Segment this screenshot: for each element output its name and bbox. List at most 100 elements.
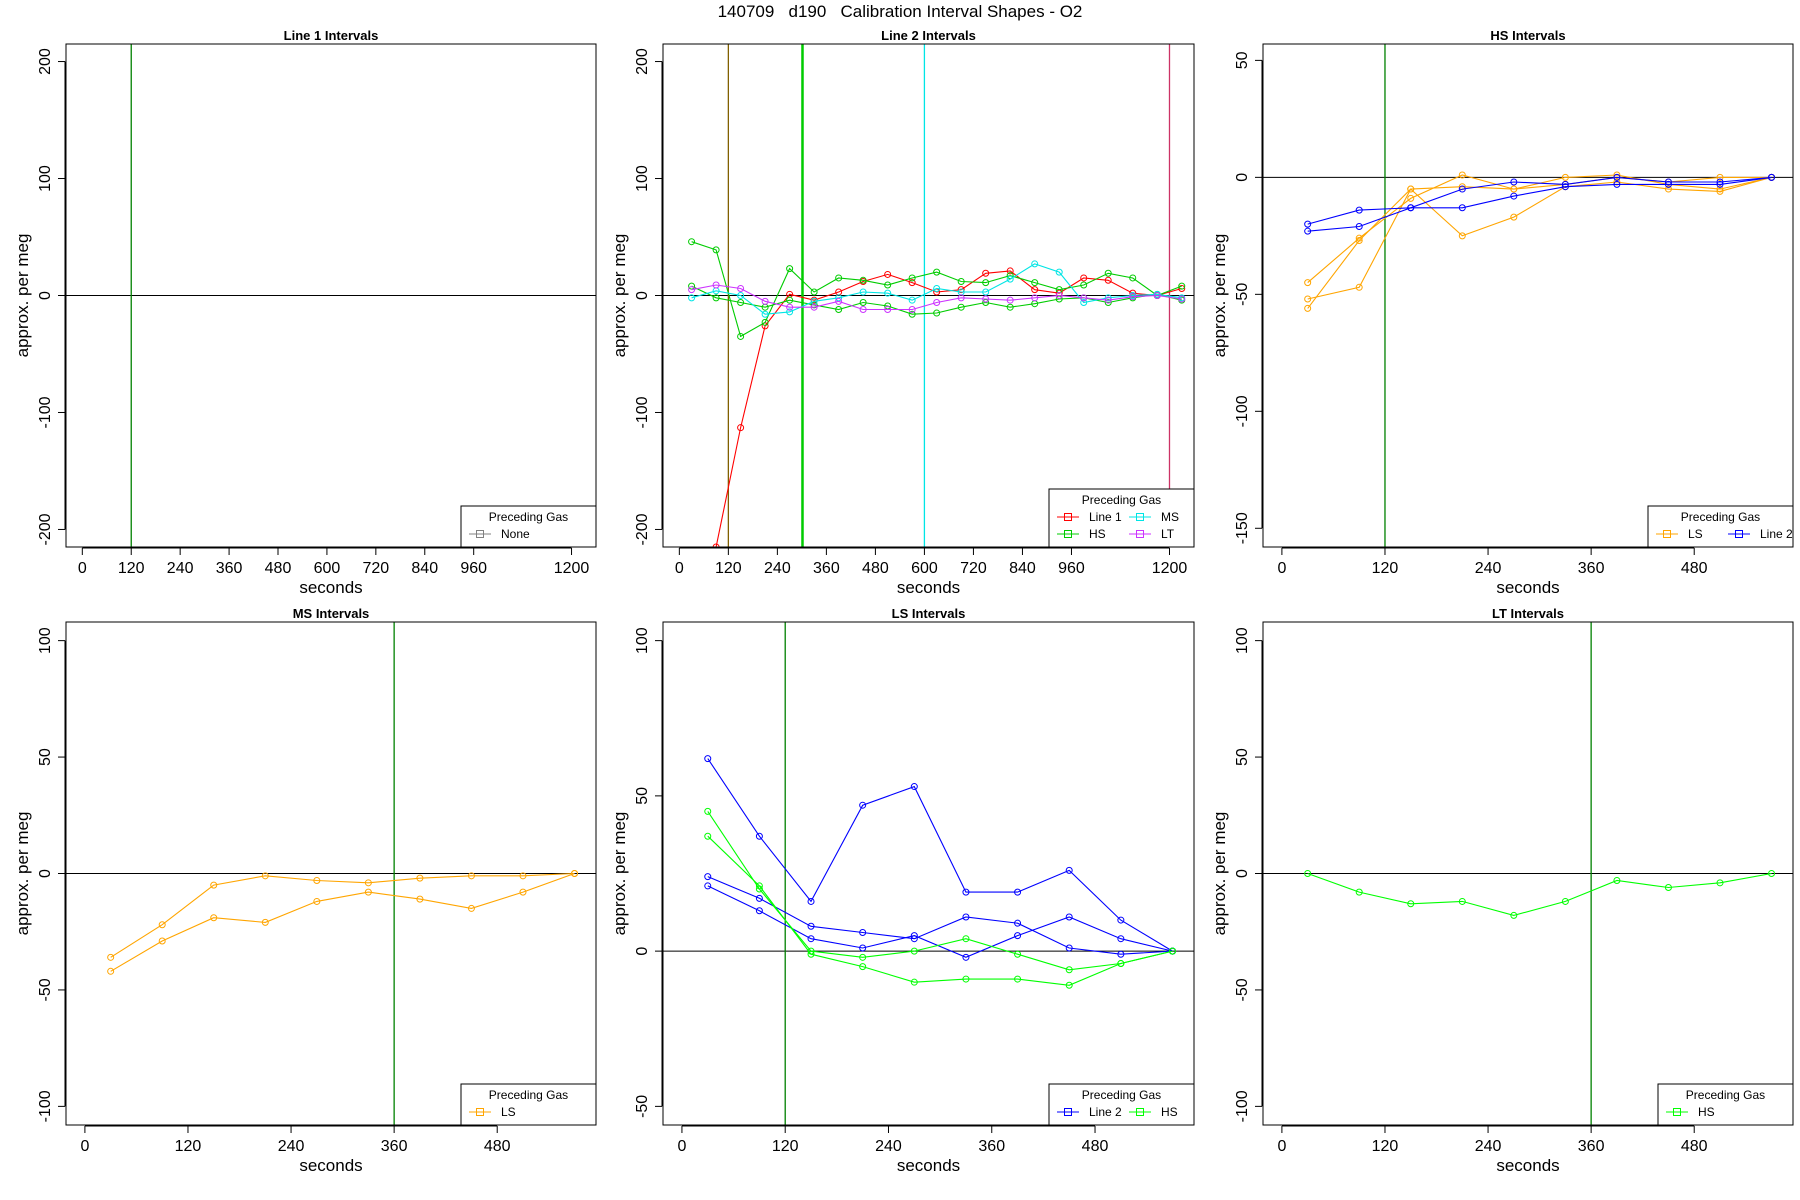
data-point (835, 306, 843, 314)
data-point (807, 897, 815, 905)
data-point (1065, 944, 1073, 952)
legend: Preceding Gas Line 1 MS HS LT (1048, 488, 1195, 548)
data-point (1716, 173, 1724, 181)
series-line (715, 270, 1182, 547)
x-tick-label: 360 (216, 560, 243, 577)
data-point (1613, 171, 1621, 179)
data-point (1664, 883, 1672, 891)
legend-swatch-marker (1735, 530, 1743, 538)
data-point (1080, 274, 1088, 282)
data-point (859, 953, 867, 961)
x-tick-label: 0 (675, 560, 684, 577)
data-point (761, 310, 769, 318)
data-point (261, 872, 269, 880)
data-point (1304, 279, 1312, 287)
legend: Preceding Gas None (460, 505, 597, 548)
y-tick-label: 0 (1234, 173, 1251, 182)
series-group (1304, 870, 1776, 919)
data-point (1716, 879, 1724, 887)
y-tick-label: -50 (634, 1095, 651, 1118)
legend-box (460, 505, 597, 548)
series-line (691, 284, 1182, 311)
data-point (884, 306, 892, 314)
data-point (1768, 173, 1776, 181)
data-point (908, 296, 916, 304)
data-point (1006, 303, 1014, 311)
data-point (1510, 192, 1518, 200)
y-tick-label: -50 (1234, 978, 1251, 1001)
data-point (1613, 876, 1621, 884)
legend-box (460, 1083, 597, 1126)
series-line (1307, 176, 1772, 300)
data-point (712, 294, 720, 302)
plot-frame (662, 621, 1195, 1126)
data-point (807, 935, 815, 943)
data-point (1055, 292, 1063, 299)
series-group (688, 238, 1186, 547)
chart-title: LS Intervals (892, 606, 966, 621)
x-tick-label: 600 (314, 560, 341, 577)
data-point (261, 918, 269, 926)
data-point (933, 299, 941, 307)
y-tick-label: -200 (37, 513, 54, 545)
x-tick-label: 480 (1681, 1138, 1708, 1155)
data-point (1355, 237, 1363, 245)
data-point (737, 424, 745, 432)
data-point (571, 870, 579, 877)
data-point (1664, 178, 1672, 186)
y-axis-label: approx. per meg (13, 812, 32, 936)
data-point (1080, 299, 1088, 307)
data-point (810, 303, 818, 311)
legend-swatch-marker (1136, 1108, 1144, 1116)
data-point (519, 872, 527, 880)
data-point (1014, 975, 1022, 983)
y-tick-label: 100 (634, 627, 651, 654)
y-tick-label: 200 (37, 48, 54, 75)
data-point (962, 975, 970, 983)
y-tick-label: 0 (37, 869, 54, 878)
data-point (1458, 183, 1466, 191)
legend-swatch-marker (476, 1108, 484, 1116)
legend-entry-label: LS (501, 1105, 516, 1119)
y-tick-label: 0 (1234, 869, 1251, 878)
legend: Preceding Gas LS Line 2 (1647, 505, 1794, 548)
data-point (158, 921, 166, 929)
data-point (786, 308, 794, 316)
legend-swatch-marker (1064, 513, 1072, 521)
data-point (1178, 295, 1186, 303)
y-tick-label: 100 (37, 627, 54, 654)
chart-panel: Line 1 Intervals 0 120 240 360 480 600 720 840 96… (13, 28, 597, 597)
x-tick-label: 120 (1372, 1138, 1399, 1155)
y-tick-label: -100 (634, 396, 651, 428)
data-point (807, 922, 815, 930)
data-point (1355, 283, 1363, 291)
data-point (908, 306, 916, 314)
x-axis-label: seconds (1496, 578, 1559, 597)
y-tick-label: -50 (1234, 283, 1251, 306)
data-point (859, 288, 867, 296)
data-point (1613, 180, 1621, 188)
data-point (1129, 293, 1137, 301)
data-point (859, 963, 867, 971)
data-point (1407, 185, 1415, 193)
data-point (1716, 187, 1724, 195)
data-point (416, 895, 424, 903)
data-point (1014, 888, 1022, 896)
legend-title: Preceding Gas (1681, 510, 1760, 524)
legend-title: Preceding Gas (1082, 493, 1161, 507)
data-point (313, 897, 321, 905)
x-tick-label: 600 (911, 560, 938, 577)
data-point (933, 284, 941, 292)
legend-box (1048, 1083, 1195, 1126)
data-point (1065, 981, 1073, 989)
y-tick-label: 100 (37, 165, 54, 192)
data-point (859, 801, 867, 809)
legend-box (1657, 1083, 1794, 1126)
data-point (982, 295, 990, 303)
data-point (467, 872, 475, 880)
y-tick-label: -100 (37, 396, 54, 428)
x-tick-label: 480 (484, 1138, 511, 1155)
data-point (1117, 916, 1125, 924)
data-point (1664, 185, 1672, 193)
